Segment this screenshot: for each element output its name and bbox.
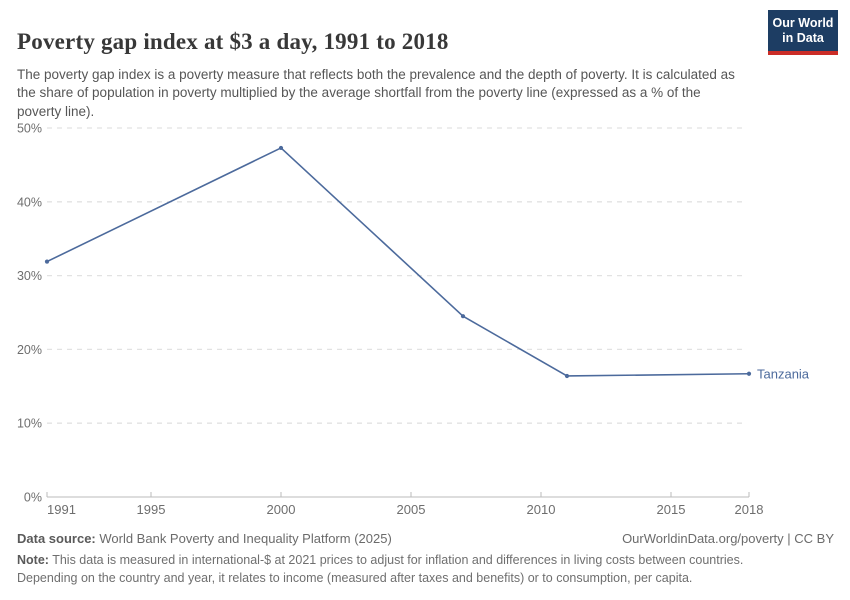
page-title: Poverty gap index at $3 a day, 1991 to 2…	[17, 29, 449, 55]
data-point[interactable]	[564, 373, 570, 379]
data-source-text: World Bank Poverty and Inequality Platfo…	[95, 531, 392, 546]
data-point[interactable]	[746, 371, 752, 376]
x-tick-label: 2018	[735, 502, 764, 517]
chart-footer: Data source: World Bank Poverty and Ineq…	[17, 531, 834, 587]
owid-logo[interactable]: Our World in Data	[768, 10, 838, 55]
note-text: This data is measured in international-$…	[17, 553, 744, 585]
y-tick-label: 50%	[17, 122, 42, 136]
x-tick-label: 1991	[47, 502, 76, 517]
data-point[interactable]	[460, 314, 466, 319]
y-tick-label: 20%	[17, 343, 42, 357]
x-tick-label: 1995	[137, 502, 166, 517]
owid-link[interactable]: OurWorldinData.org/poverty | CC BY	[622, 531, 834, 546]
data-point[interactable]	[44, 259, 50, 264]
y-tick-label: 40%	[17, 195, 42, 209]
data-point[interactable]	[278, 145, 284, 151]
data-source-label: Data source:	[17, 531, 96, 546]
series-entity-label[interactable]: Tanzania	[757, 366, 810, 381]
data-source: Data source: World Bank Poverty and Ineq…	[17, 531, 392, 546]
x-tick-label: 2015	[657, 502, 686, 517]
y-tick-label: 30%	[17, 269, 42, 283]
page-subtitle: The poverty gap index is a poverty measu…	[17, 66, 735, 119]
y-tick-label: 10%	[17, 417, 42, 431]
chart-note: Note: This data is measured in internati…	[17, 552, 789, 587]
owid-logo-line2: in Data	[782, 31, 824, 45]
y-tick-label: 0%	[24, 491, 42, 505]
x-tick-label: 2010	[527, 502, 556, 517]
x-tick-label: 2000	[267, 502, 296, 517]
owid-logo-line1: Our World	[772, 16, 834, 30]
data-line[interactable]	[46, 147, 750, 377]
x-tick-label: 2005	[397, 502, 426, 517]
note-label: Note:	[17, 553, 49, 567]
